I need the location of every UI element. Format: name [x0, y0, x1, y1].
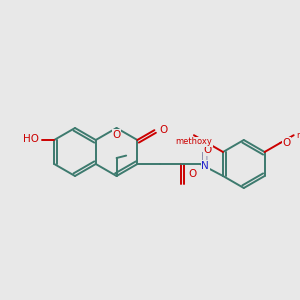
Text: methoxy: methoxy	[297, 131, 300, 140]
Text: H: H	[201, 152, 208, 162]
Text: O: O	[159, 125, 168, 135]
Text: O: O	[189, 169, 197, 179]
Text: N: N	[201, 161, 209, 171]
Text: methoxy: methoxy	[176, 137, 212, 146]
Text: O: O	[282, 138, 290, 148]
Text: O: O	[203, 145, 211, 155]
Text: O: O	[112, 130, 121, 140]
Text: HO: HO	[23, 134, 39, 144]
